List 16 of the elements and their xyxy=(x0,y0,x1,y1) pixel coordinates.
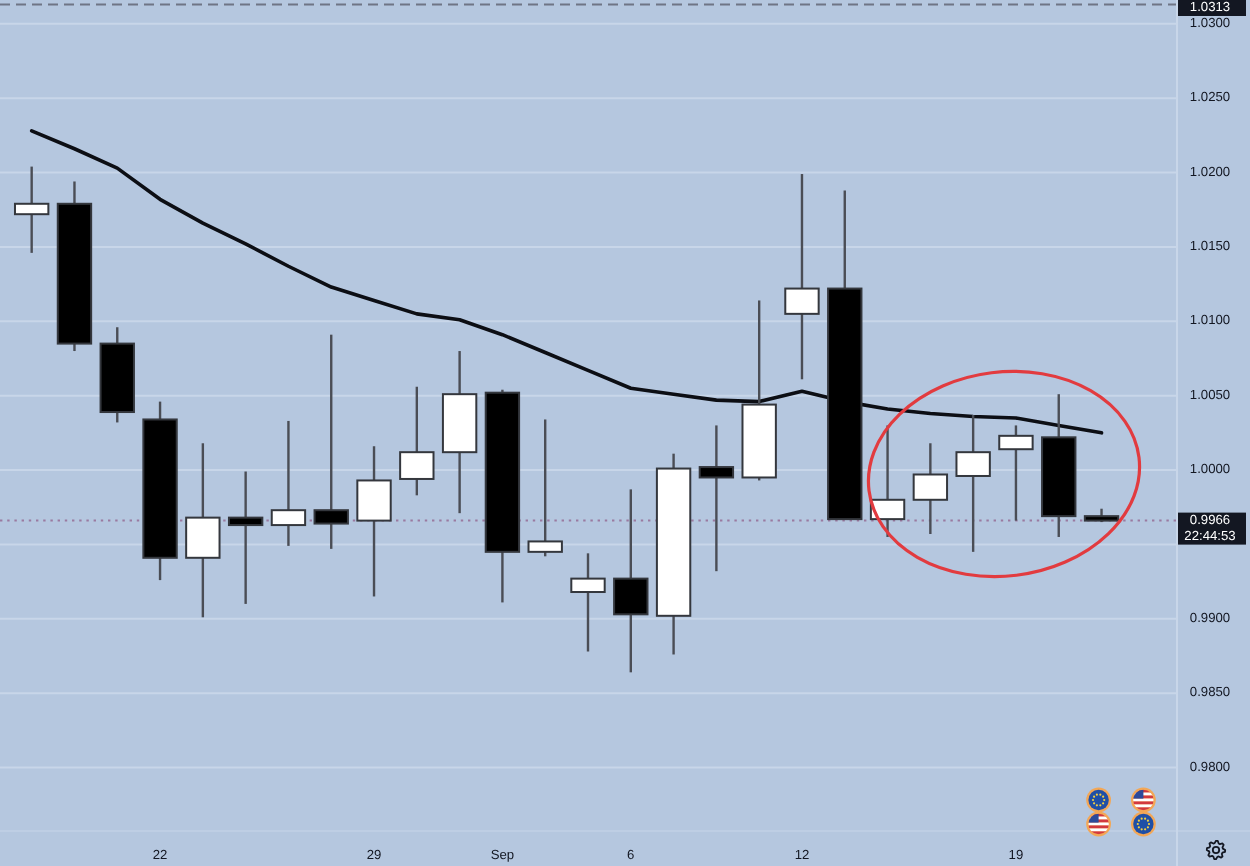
candlestick xyxy=(613,488,649,674)
candlestick xyxy=(570,552,606,653)
candlestick xyxy=(698,424,735,573)
candlestick xyxy=(356,445,392,598)
candlestick xyxy=(912,442,949,536)
candlestick xyxy=(527,418,563,558)
candlestick xyxy=(998,424,1034,522)
candlestick xyxy=(784,172,820,381)
candlestick xyxy=(13,165,50,255)
candlestick xyxy=(227,470,264,606)
candlestick xyxy=(185,442,221,619)
candlestick xyxy=(399,385,435,497)
candlestick xyxy=(955,413,991,554)
candlestick xyxy=(313,333,349,551)
candlestick xyxy=(270,419,307,548)
line-series xyxy=(29,129,1104,435)
